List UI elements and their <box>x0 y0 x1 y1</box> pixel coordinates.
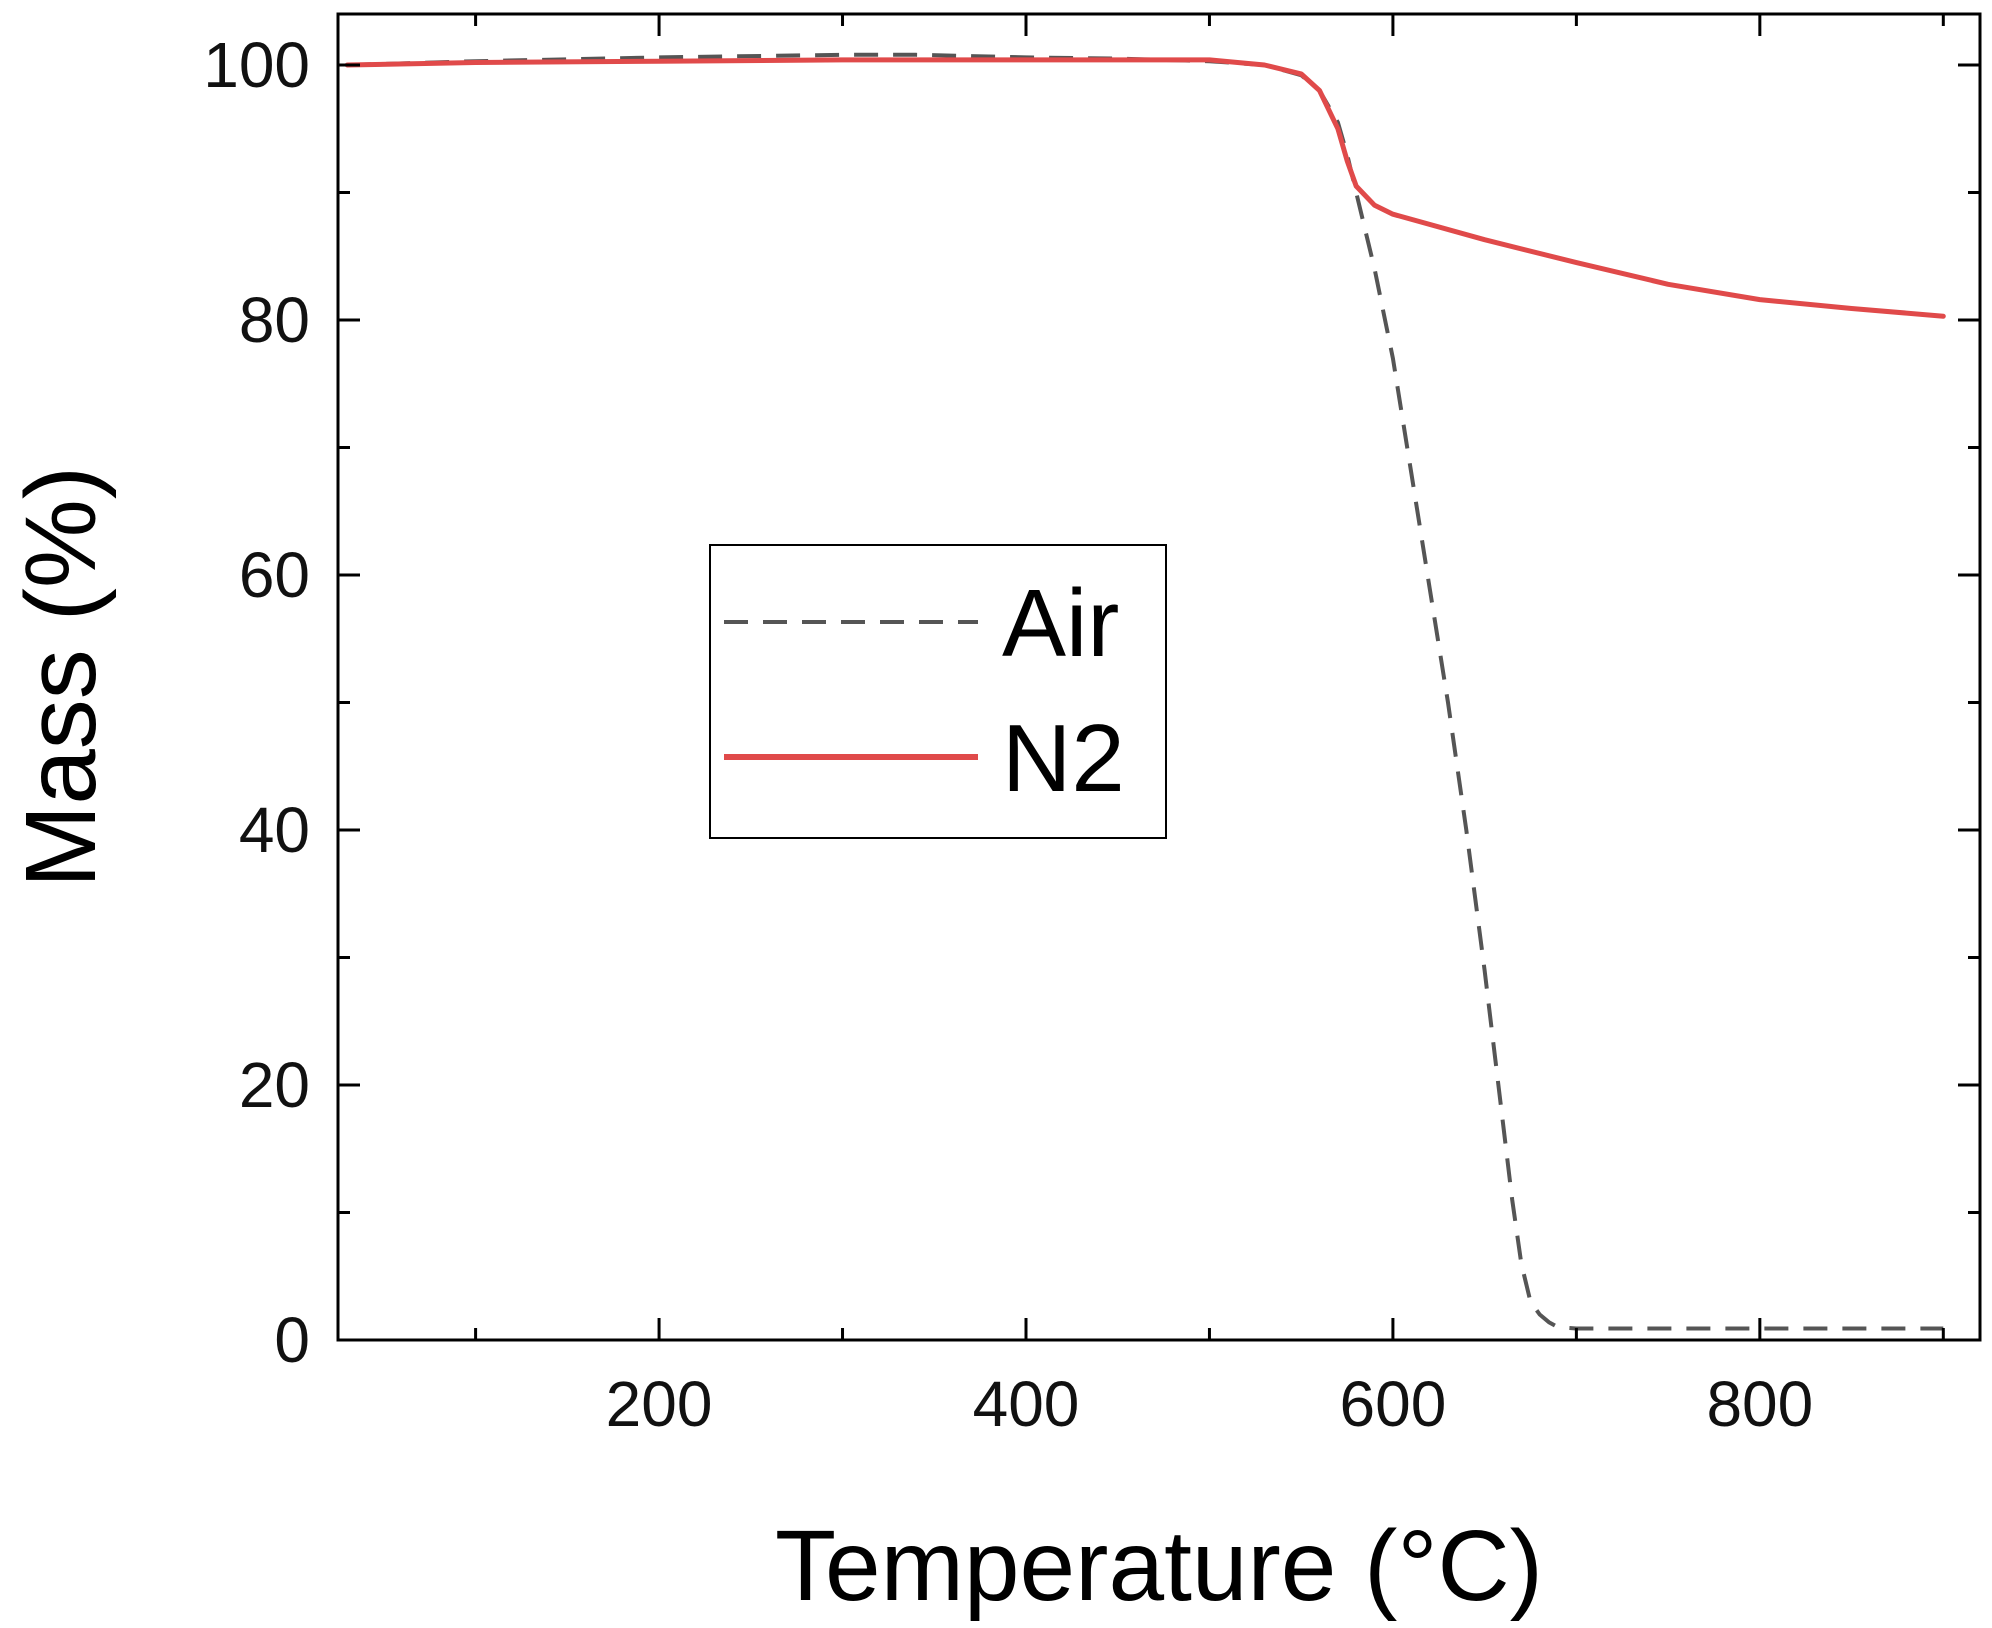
x-tick-label: 200 <box>606 1368 713 1440</box>
x-tick-label: 400 <box>973 1368 1080 1440</box>
y-tick-label: 60 <box>239 539 310 611</box>
y-tick-label: 100 <box>203 29 310 101</box>
legend-label-air: Air <box>1002 570 1119 677</box>
y-tick-label: 0 <box>274 1304 310 1376</box>
plot-frame <box>336 12 1982 1342</box>
x-tick-label: 800 <box>1706 1368 1813 1440</box>
y-tick-label: 40 <box>239 794 310 866</box>
plot-area <box>344 52 1946 1331</box>
x-tick-label: 600 <box>1340 1368 1447 1440</box>
y-axis-title: Mass (%) <box>5 466 117 888</box>
legend-box <box>709 544 1167 839</box>
y-tick-label: 20 <box>239 1049 310 1121</box>
axes: 200 400 600 800 0 20 40 60 80 100 <box>203 12 1982 1440</box>
series-line-n2 <box>344 57 1946 319</box>
y-tick-label: 80 <box>239 284 310 356</box>
legend-label-n2: N2 <box>1002 705 1125 812</box>
x-axis-title: Temperature (°C) <box>775 1510 1543 1622</box>
legend: Air N2 <box>709 544 1167 839</box>
